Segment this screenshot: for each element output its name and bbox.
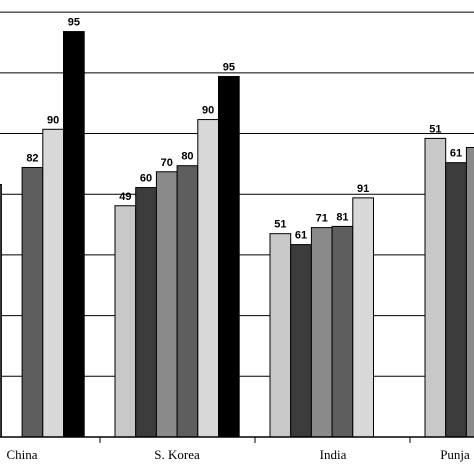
bar	[155, 171, 178, 438]
bar-label: 95	[223, 61, 235, 73]
bar-label: 91	[357, 183, 369, 195]
bar-label: 90	[202, 105, 214, 117]
bar	[290, 244, 312, 438]
x-tick-label: Punja	[440, 447, 470, 462]
bar-label: 82	[26, 153, 38, 165]
bar	[135, 187, 157, 438]
bar	[63, 31, 85, 438]
bar	[218, 75, 240, 438]
bar	[465, 146, 474, 438]
x-tick-label: China	[6, 447, 37, 462]
bar	[21, 167, 44, 438]
bar-label: 51	[429, 123, 441, 135]
bar	[42, 128, 64, 438]
bar	[331, 225, 354, 438]
bar	[310, 227, 333, 438]
bar-label: 61	[450, 148, 462, 160]
bar	[114, 205, 137, 438]
bar-label: 71	[316, 213, 328, 225]
bar	[269, 233, 292, 438]
bar-label: 95	[68, 17, 80, 29]
bar	[0, 184, 2, 438]
x-tick-label: S. Korea	[154, 447, 200, 462]
bar-label: 81	[336, 211, 348, 223]
bar	[445, 162, 467, 438]
bar	[424, 137, 447, 438]
bar	[176, 165, 199, 438]
bar-label: 60	[140, 173, 152, 185]
bar-label: 90	[47, 114, 59, 126]
bar-label: 51	[274, 219, 286, 231]
bar-label: 70	[161, 157, 173, 169]
bar-label: 49	[119, 191, 131, 203]
bar-label: 80	[181, 151, 193, 163]
bar-label: 61	[295, 230, 307, 242]
x-tick-label: India	[320, 447, 347, 462]
bar	[352, 197, 374, 438]
bar	[197, 119, 220, 438]
